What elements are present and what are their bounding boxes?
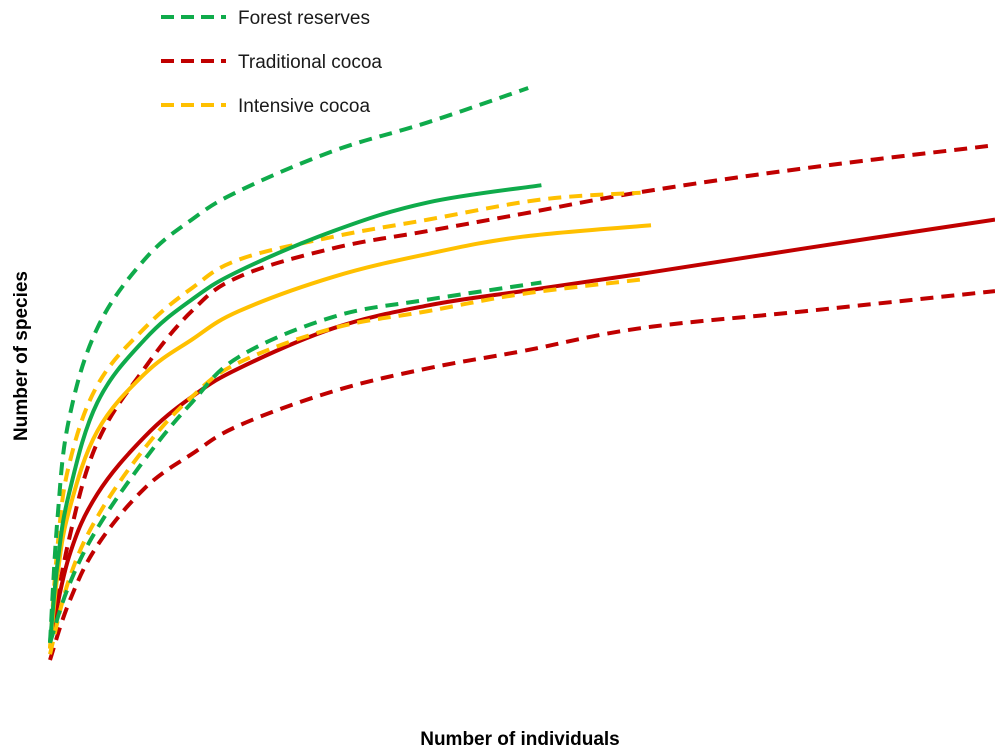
legend-label: Intensive cocoa [238, 96, 370, 117]
legend-label: Traditional cocoa [238, 52, 382, 73]
legend-label: Forest reserves [238, 8, 370, 29]
series-layer [48, 86, 995, 661]
series-line-traditional-estimate [48, 217, 995, 644]
series-line-forest-estimate [48, 183, 542, 643]
series-line-intensive-lower [48, 277, 641, 655]
series-line-intensive-estimate [48, 223, 652, 649]
series-line-traditional-lower [48, 289, 995, 661]
legend-item: Traditional cocoa [161, 52, 382, 73]
legend-item: Forest reserves [161, 8, 370, 29]
series-line-forest-upper [48, 86, 529, 643]
series-line-intensive-upper [48, 190, 641, 649]
legend-item: Intensive cocoa [161, 96, 370, 117]
series-line-traditional-upper [48, 143, 995, 644]
x-axis-title: Number of individuals [420, 729, 620, 748]
series-line-forest-lower [48, 280, 542, 644]
y-axis-title: Number of species [11, 271, 32, 441]
chart-legend: Forest reserves Traditional cocoa Intensiv… [161, 8, 382, 117]
